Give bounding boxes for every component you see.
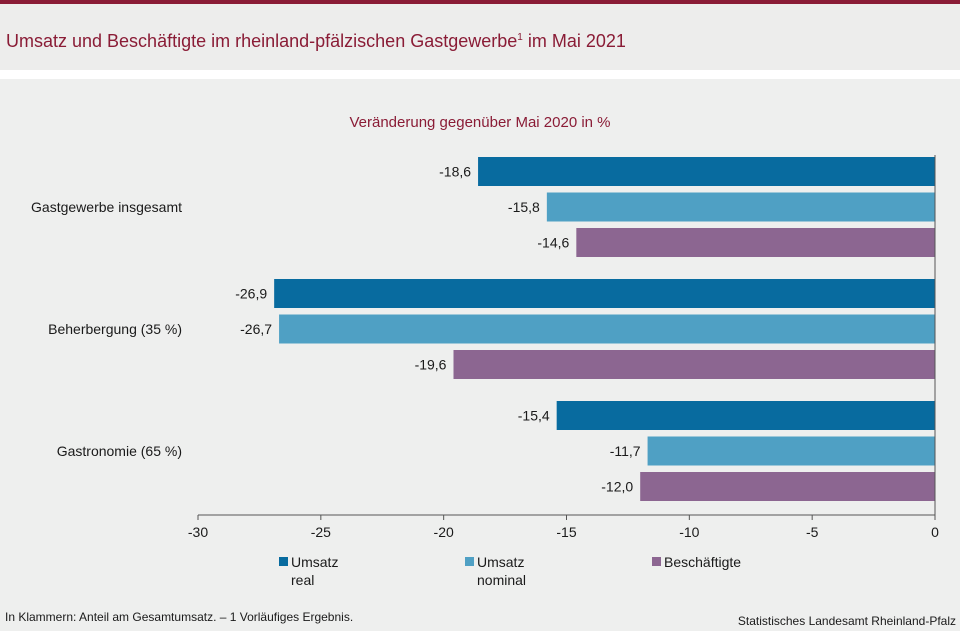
- legend-label-line2-0: real: [291, 572, 314, 588]
- legend-label-2: Beschäftigte: [664, 554, 741, 570]
- legend-label-1: Umsatz: [477, 554, 524, 570]
- title-band: Umsatz und Beschäftigte im rheinland-pfä…: [0, 4, 960, 70]
- data-label-1-0: -26,9: [235, 286, 267, 302]
- bar-1-1: [279, 314, 935, 344]
- x-tick-label-2: -20: [434, 524, 454, 540]
- title-text: Umsatz und Beschäftigte im rheinland-pfä…: [6, 31, 518, 51]
- bar-2-2: [640, 472, 935, 501]
- data-label-2-1: -11,7: [610, 443, 641, 459]
- data-label-2-2: -12,0: [601, 479, 633, 495]
- data-label-1-2: -19,6: [415, 357, 447, 373]
- title-suffix: im Mai 2021: [522, 31, 626, 51]
- legend-label-0: Umsatz: [291, 554, 338, 570]
- top-accent-rule: [0, 0, 960, 4]
- bar-0-2: [576, 228, 935, 257]
- category-label-1: Beherbergung (35 %): [48, 321, 182, 337]
- footnote: In Klammern: Anteil am Gesamtumsatz. – 1…: [5, 610, 354, 624]
- x-tick-label-0: -30: [188, 524, 208, 540]
- legend-swatch-0: [279, 557, 288, 566]
- bar-0-0: [478, 157, 935, 186]
- data-label-2-0: -15,4: [518, 408, 550, 424]
- bar-0-1: [546, 192, 935, 222]
- data-label-0-2: -14,6: [537, 235, 569, 251]
- category-label-0: Gastgewerbe insgesamt: [31, 199, 182, 215]
- data-label-0-1: -15,8: [508, 199, 540, 215]
- bar-2-1: [647, 436, 935, 466]
- bar-2-0: [556, 401, 935, 430]
- bar-1-2: [453, 350, 935, 379]
- legend-label-line2-1: nominal: [477, 572, 526, 588]
- legend-swatch-2: [652, 557, 661, 566]
- legend-swatch-1: [465, 557, 474, 566]
- category-label-2: Gastronomie (65 %): [57, 443, 182, 459]
- data-label-1-1: -26,7: [240, 321, 272, 337]
- title-separator: [0, 70, 960, 79]
- x-tick-label-5: -5: [806, 524, 819, 540]
- x-tick-label-4: -10: [679, 524, 699, 540]
- x-tick-label-3: -15: [556, 524, 576, 540]
- chart-subtitle: Veränderung gegenüber Mai 2020 in %: [349, 114, 611, 131]
- page-title: Umsatz und Beschäftigte im rheinland-pfä…: [6, 31, 626, 52]
- x-tick-label-6: 0: [931, 524, 939, 540]
- title-footnote-mark: 1: [517, 32, 523, 43]
- bar-1-0: [274, 279, 935, 308]
- data-label-0-0: -18,6: [439, 164, 471, 180]
- x-tick-label-1: -25: [311, 524, 331, 540]
- source-credit: Statistisches Landesamt Rheinland-Pfalz: [737, 614, 956, 628]
